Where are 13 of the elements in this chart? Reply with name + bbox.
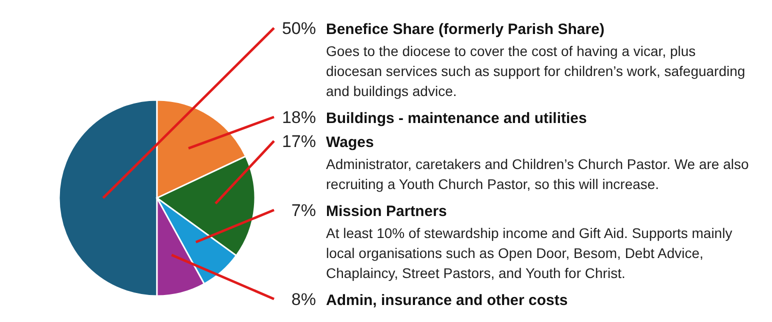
data-label: 7% — [291, 201, 316, 220]
text: Goes to the diocese to cover the cost of having a vicar, plus diocesan services such as support for children’s work, safeguarding and buildings advice. — [326, 43, 746, 99]
data-label: 8% — [291, 290, 316, 309]
data-label: 18% — [282, 108, 316, 127]
data-label: 50% — [282, 19, 316, 38]
slice-label: Admin, insurance and other costs — [326, 292, 568, 309]
text: Administrator, caretakers and Children’s Church Pastor. We are also recruiting a Youth Church Pastor, so this will increase. — [326, 156, 749, 192]
text: At least 10% of stewardship income and Gift Aid. Supports mainly local organisations such as Open Door, Besom, Debt Advice, Chaplaincy, Street Pastors, and Youth for Christ. — [326, 225, 732, 281]
slice-label: Buildings - maintenance and utilities — [326, 110, 587, 127]
slice-label: Wages — [326, 134, 374, 151]
data-label: 17% — [282, 132, 316, 151]
slice-label: Benefice Share (formerly Parish Share) — [326, 21, 604, 38]
slice-label: Mission Partners — [326, 203, 447, 220]
